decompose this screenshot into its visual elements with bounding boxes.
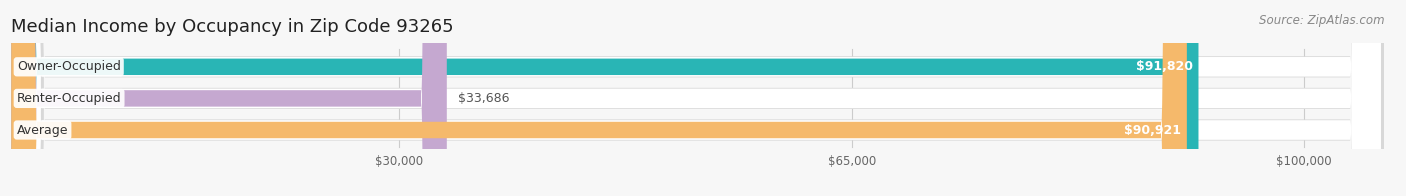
- Text: Median Income by Occupancy in Zip Code 93265: Median Income by Occupancy in Zip Code 9…: [11, 18, 454, 36]
- FancyBboxPatch shape: [11, 0, 1381, 196]
- FancyBboxPatch shape: [11, 0, 1384, 196]
- Text: Owner-Occupied: Owner-Occupied: [17, 60, 121, 73]
- FancyBboxPatch shape: [11, 0, 1187, 196]
- Text: Average: Average: [17, 123, 69, 136]
- Text: Source: ZipAtlas.com: Source: ZipAtlas.com: [1260, 14, 1385, 27]
- Text: $91,820: $91,820: [1136, 60, 1192, 73]
- FancyBboxPatch shape: [11, 0, 1198, 196]
- Text: $33,686: $33,686: [458, 92, 509, 105]
- FancyBboxPatch shape: [11, 0, 1381, 196]
- FancyBboxPatch shape: [11, 0, 1384, 196]
- FancyBboxPatch shape: [11, 0, 1381, 196]
- Text: Renter-Occupied: Renter-Occupied: [17, 92, 121, 105]
- FancyBboxPatch shape: [11, 0, 1384, 196]
- FancyBboxPatch shape: [11, 0, 447, 196]
- Text: $90,921: $90,921: [1125, 123, 1181, 136]
